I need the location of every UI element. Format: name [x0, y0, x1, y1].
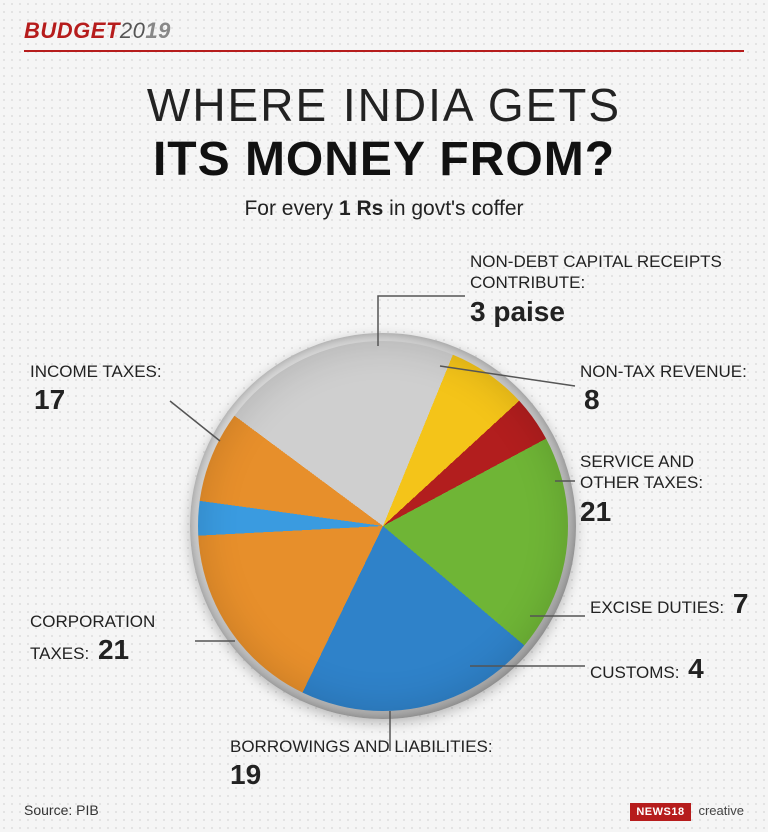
subtitle: For every 1 Rs in govt's coffer: [0, 197, 768, 221]
callout-label: EXCISE DUTIES:: [590, 598, 729, 617]
callout-value: 7: [733, 588, 749, 619]
callout: INCOME TAXES: 17: [30, 361, 170, 417]
callout-value: 19: [230, 757, 550, 792]
callout-value: 17: [34, 384, 65, 415]
callout-label: SERVICE AND OTHER TAXES:: [580, 452, 703, 492]
title-line1: WHERE INDIA GETS: [0, 78, 768, 132]
credit-text: creative: [698, 803, 744, 818]
header: BUDGET2019: [0, 0, 768, 60]
callout-label: NON-TAX REVENUE:: [580, 362, 747, 381]
callout: CORPORATION TAXES: 21: [30, 611, 200, 667]
callout-value: 21: [98, 634, 129, 665]
callout: EXCISE DUTIES: 7: [590, 586, 750, 621]
credit: NEWS18 creative: [630, 802, 744, 818]
callout: CUSTOMS: 4: [590, 651, 750, 686]
brand-logo: BUDGET2019: [24, 18, 744, 44]
callout: NON-DEBT CAPITAL RECEIPTS CONTRIBUTE: 3 …: [470, 251, 730, 329]
callout-label: CUSTOMS:: [590, 663, 684, 682]
source-text: Source: PIB: [24, 802, 99, 818]
page-title: WHERE INDIA GETS ITS MONEY FROM? For eve…: [0, 78, 768, 221]
callout: SERVICE AND OTHER TAXES: 21: [580, 451, 750, 529]
callout-value: 21: [580, 494, 750, 529]
brand-word2: 20: [120, 18, 145, 43]
subtitle-suffix: in govt's coffer: [383, 197, 523, 220]
callout-label: NON-DEBT CAPITAL RECEIPTS CONTRIBUTE:: [470, 252, 722, 292]
callout-value: 4: [688, 653, 704, 684]
subtitle-prefix: For every: [244, 197, 339, 220]
pie-chart: [198, 341, 568, 711]
brand-word1: BUDGET: [24, 18, 120, 43]
callout-value: 8: [584, 384, 600, 415]
callout: NON-TAX REVENUE: 8: [580, 361, 750, 417]
title-line2: ITS MONEY FROM?: [0, 132, 768, 187]
callout: BORROWINGS AND LIABILITIES: 19: [230, 736, 550, 792]
footer: Source: PIB NEWS18 creative: [24, 802, 744, 818]
header-rule: [24, 50, 744, 52]
callout-label: CORPORATION TAXES:: [30, 612, 155, 663]
chart-area: NON-DEBT CAPITAL RECEIPTS CONTRIBUTE: 3 …: [0, 231, 768, 791]
pie-slices: [198, 341, 568, 711]
callout-label: BORROWINGS AND LIABILITIES:: [230, 737, 493, 756]
subtitle-bold: 1 Rs: [339, 197, 383, 220]
credit-badge: NEWS18: [630, 803, 690, 821]
callout-label: INCOME TAXES:: [30, 362, 162, 381]
brand-word3: 19: [145, 18, 170, 43]
callout-value: 3 paise: [470, 294, 730, 329]
